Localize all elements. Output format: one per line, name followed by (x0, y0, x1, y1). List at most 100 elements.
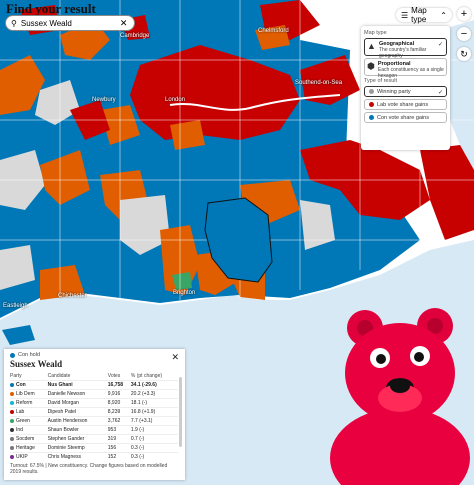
candidate-cell-text: Danielle Newson (47, 391, 86, 397)
votes-cell: 8,239 (107, 407, 131, 417)
libdem-region-sw[interactable] (40, 265, 85, 303)
candidate-cell: Danielle Newson (47, 389, 108, 399)
party-cell: Green (10, 416, 48, 426)
other-region-nw[interactable] (35, 80, 80, 125)
party-swatch (10, 427, 14, 432)
candidate-cell: David Morgan (47, 398, 108, 408)
pct-cell-text: 18.1 (-) (130, 400, 148, 406)
option-geographical[interactable]: ▲ Geographical The country's familiar geo… (364, 38, 447, 59)
option-proportional-desc: Each constituency as a single hexagon (377, 67, 444, 79)
constituency-name: Sussex Weald (10, 359, 63, 369)
candidate-cell: Dipesh Patel (47, 407, 108, 417)
column-header: Votes (107, 373, 121, 379)
pct-cell-text: 0.3 (-) (130, 445, 145, 451)
votes-cell-text: 8,239 (107, 409, 121, 415)
party-swatch (10, 382, 14, 387)
footnote: Turnout: 67.5% | New constituency. Chang… (10, 463, 168, 475)
pct-cell: 0.3 (-) (130, 452, 178, 461)
isle-of-wight[interactable] (2, 325, 35, 345)
pct-cell: 0.7 (-) (130, 434, 178, 444)
candidate-cell-text: David Morgan (47, 400, 79, 406)
party-cell: Con (10, 380, 48, 390)
pct-cell-text: 0.3 (-) (130, 454, 145, 460)
clear-search-icon[interactable]: ✕ (119, 17, 128, 28)
table-row: UKIP Chris Magness 152 0.3 (-) (10, 452, 178, 461)
party-cell-text: Lab (16, 409, 25, 415)
other-region-e[interactable] (300, 200, 335, 250)
candidate-cell-text: Austin Henderson (47, 418, 88, 424)
page-title: Find your result (6, 1, 96, 16)
party-cell-text: Ind (16, 427, 23, 433)
libdem-region-w2[interactable] (40, 150, 90, 205)
map-label-southend: Southend-on-Sea (295, 80, 343, 86)
pct-cell-text: 16.8 (+1.9) (130, 409, 156, 415)
votes-cell-text: 152 (107, 454, 117, 460)
pct-cell: 16.8 (+1.9) (130, 407, 178, 417)
map-label-chelmsford: Chelmsford (258, 28, 289, 34)
sussex-weald-outline[interactable] (204, 197, 273, 283)
votes-cell-text: 953 (107, 427, 117, 433)
votes-cell-text: 319 (107, 436, 117, 442)
close-icon[interactable]: ✕ (171, 352, 179, 362)
table-row: Con Nus Ghani 16,758 34.1 (-29.6) (10, 380, 178, 390)
table-row: Socdem Stephen Gander 319 0.7 (-) (10, 434, 178, 444)
lab-gains-dot (369, 102, 374, 107)
party-cell: Heritage (10, 443, 48, 453)
party-cell-text: UKIP (16, 454, 28, 460)
result-card: Con hold Sussex Weald ✕ Party Candidate … (4, 349, 185, 480)
layers-icon: ☰ (401, 10, 409, 20)
lab-region-kent-coast[interactable] (420, 145, 474, 240)
pct-cell: 0.3 (-) (130, 443, 178, 453)
search-input[interactable] (20, 18, 116, 28)
map-label-chichester: Chichester (58, 293, 87, 299)
reset-view-icon[interactable]: ↻ (457, 47, 471, 61)
libdem-region-chelmsford[interactable] (255, 25, 290, 50)
table-row: Heritage Dominie Steemp 156 0.3 (-) (10, 443, 178, 453)
zoom-out-button[interactable]: − (457, 27, 471, 41)
pct-cell: 7.7 (+3.1) (130, 416, 178, 426)
results-table: Party Candidate Votes % (pt change) Con N… (10, 372, 178, 461)
con-gains-label: Con vote share gains (377, 114, 429, 121)
votes-cell: 953 (107, 425, 131, 435)
pct-cell: 18.1 (-) (130, 398, 178, 408)
search-box[interactable]: ⚲ ✕ (5, 15, 135, 31)
libdem-region-south-london[interactable] (170, 120, 205, 150)
party-cell: Lib Dem (10, 389, 48, 399)
votes-cell: 9,916 (107, 389, 131, 399)
pct-cell: 34.1 (-29.6) (130, 380, 178, 390)
pct-cell: 1.9 (-) (130, 425, 178, 435)
candidate-cell: Austin Henderson (47, 416, 108, 426)
candidate-cell-text: Chris Magness (47, 454, 82, 460)
lab-region-thames-east[interactable] (300, 55, 360, 105)
candidate-cell: Chris Magness (47, 452, 108, 461)
libdem-region-nw[interactable] (0, 55, 45, 115)
map-label-cambridge: Cambridge (120, 33, 150, 39)
candidate-cell: Stephen Gander (47, 434, 108, 444)
result-type-heading: Type of result (364, 78, 398, 84)
lab-region-london[interactable] (130, 45, 300, 140)
other-region-sw[interactable] (0, 245, 35, 290)
candidate-cell-text: Dominie Steemp (47, 445, 85, 451)
constituency-borders (0, 0, 474, 300)
hexagon-icon: ⬢ (367, 61, 375, 71)
party-cell: Lab (10, 407, 48, 417)
scrollbar[interactable] (179, 377, 182, 447)
votes-cell-text: 16,758 (107, 382, 124, 388)
candidate-cell: Dominie Steemp (47, 443, 108, 453)
party-swatch (10, 418, 14, 423)
result-winning-party[interactable]: Winning party ✓ (364, 86, 447, 97)
votes-cell: 152 (107, 452, 131, 461)
map-type-button[interactable]: ☰ Map type ⌃ (396, 6, 452, 24)
table-row: Lib Dem Danielle Newson 9,916 20.2 (+3.3) (10, 389, 178, 399)
option-proportional[interactable]: ⬢ Proportional Each constituency as a sin… (364, 58, 447, 79)
result-con-gains[interactable]: Con vote share gains (364, 112, 447, 123)
map-label-brighton: Brighton (173, 290, 196, 296)
zoom-in-button[interactable]: + (457, 7, 471, 21)
check-icon: ✓ (437, 90, 443, 96)
party-cell-text: Heritage (16, 445, 35, 451)
result-lab-gains[interactable]: Lab vote share gains (364, 99, 447, 110)
candidate-cell-text: Shaun Bowler (47, 427, 79, 433)
pct-cell-text: 0.7 (-) (130, 436, 145, 442)
green-region-brighton[interactable] (172, 272, 192, 290)
